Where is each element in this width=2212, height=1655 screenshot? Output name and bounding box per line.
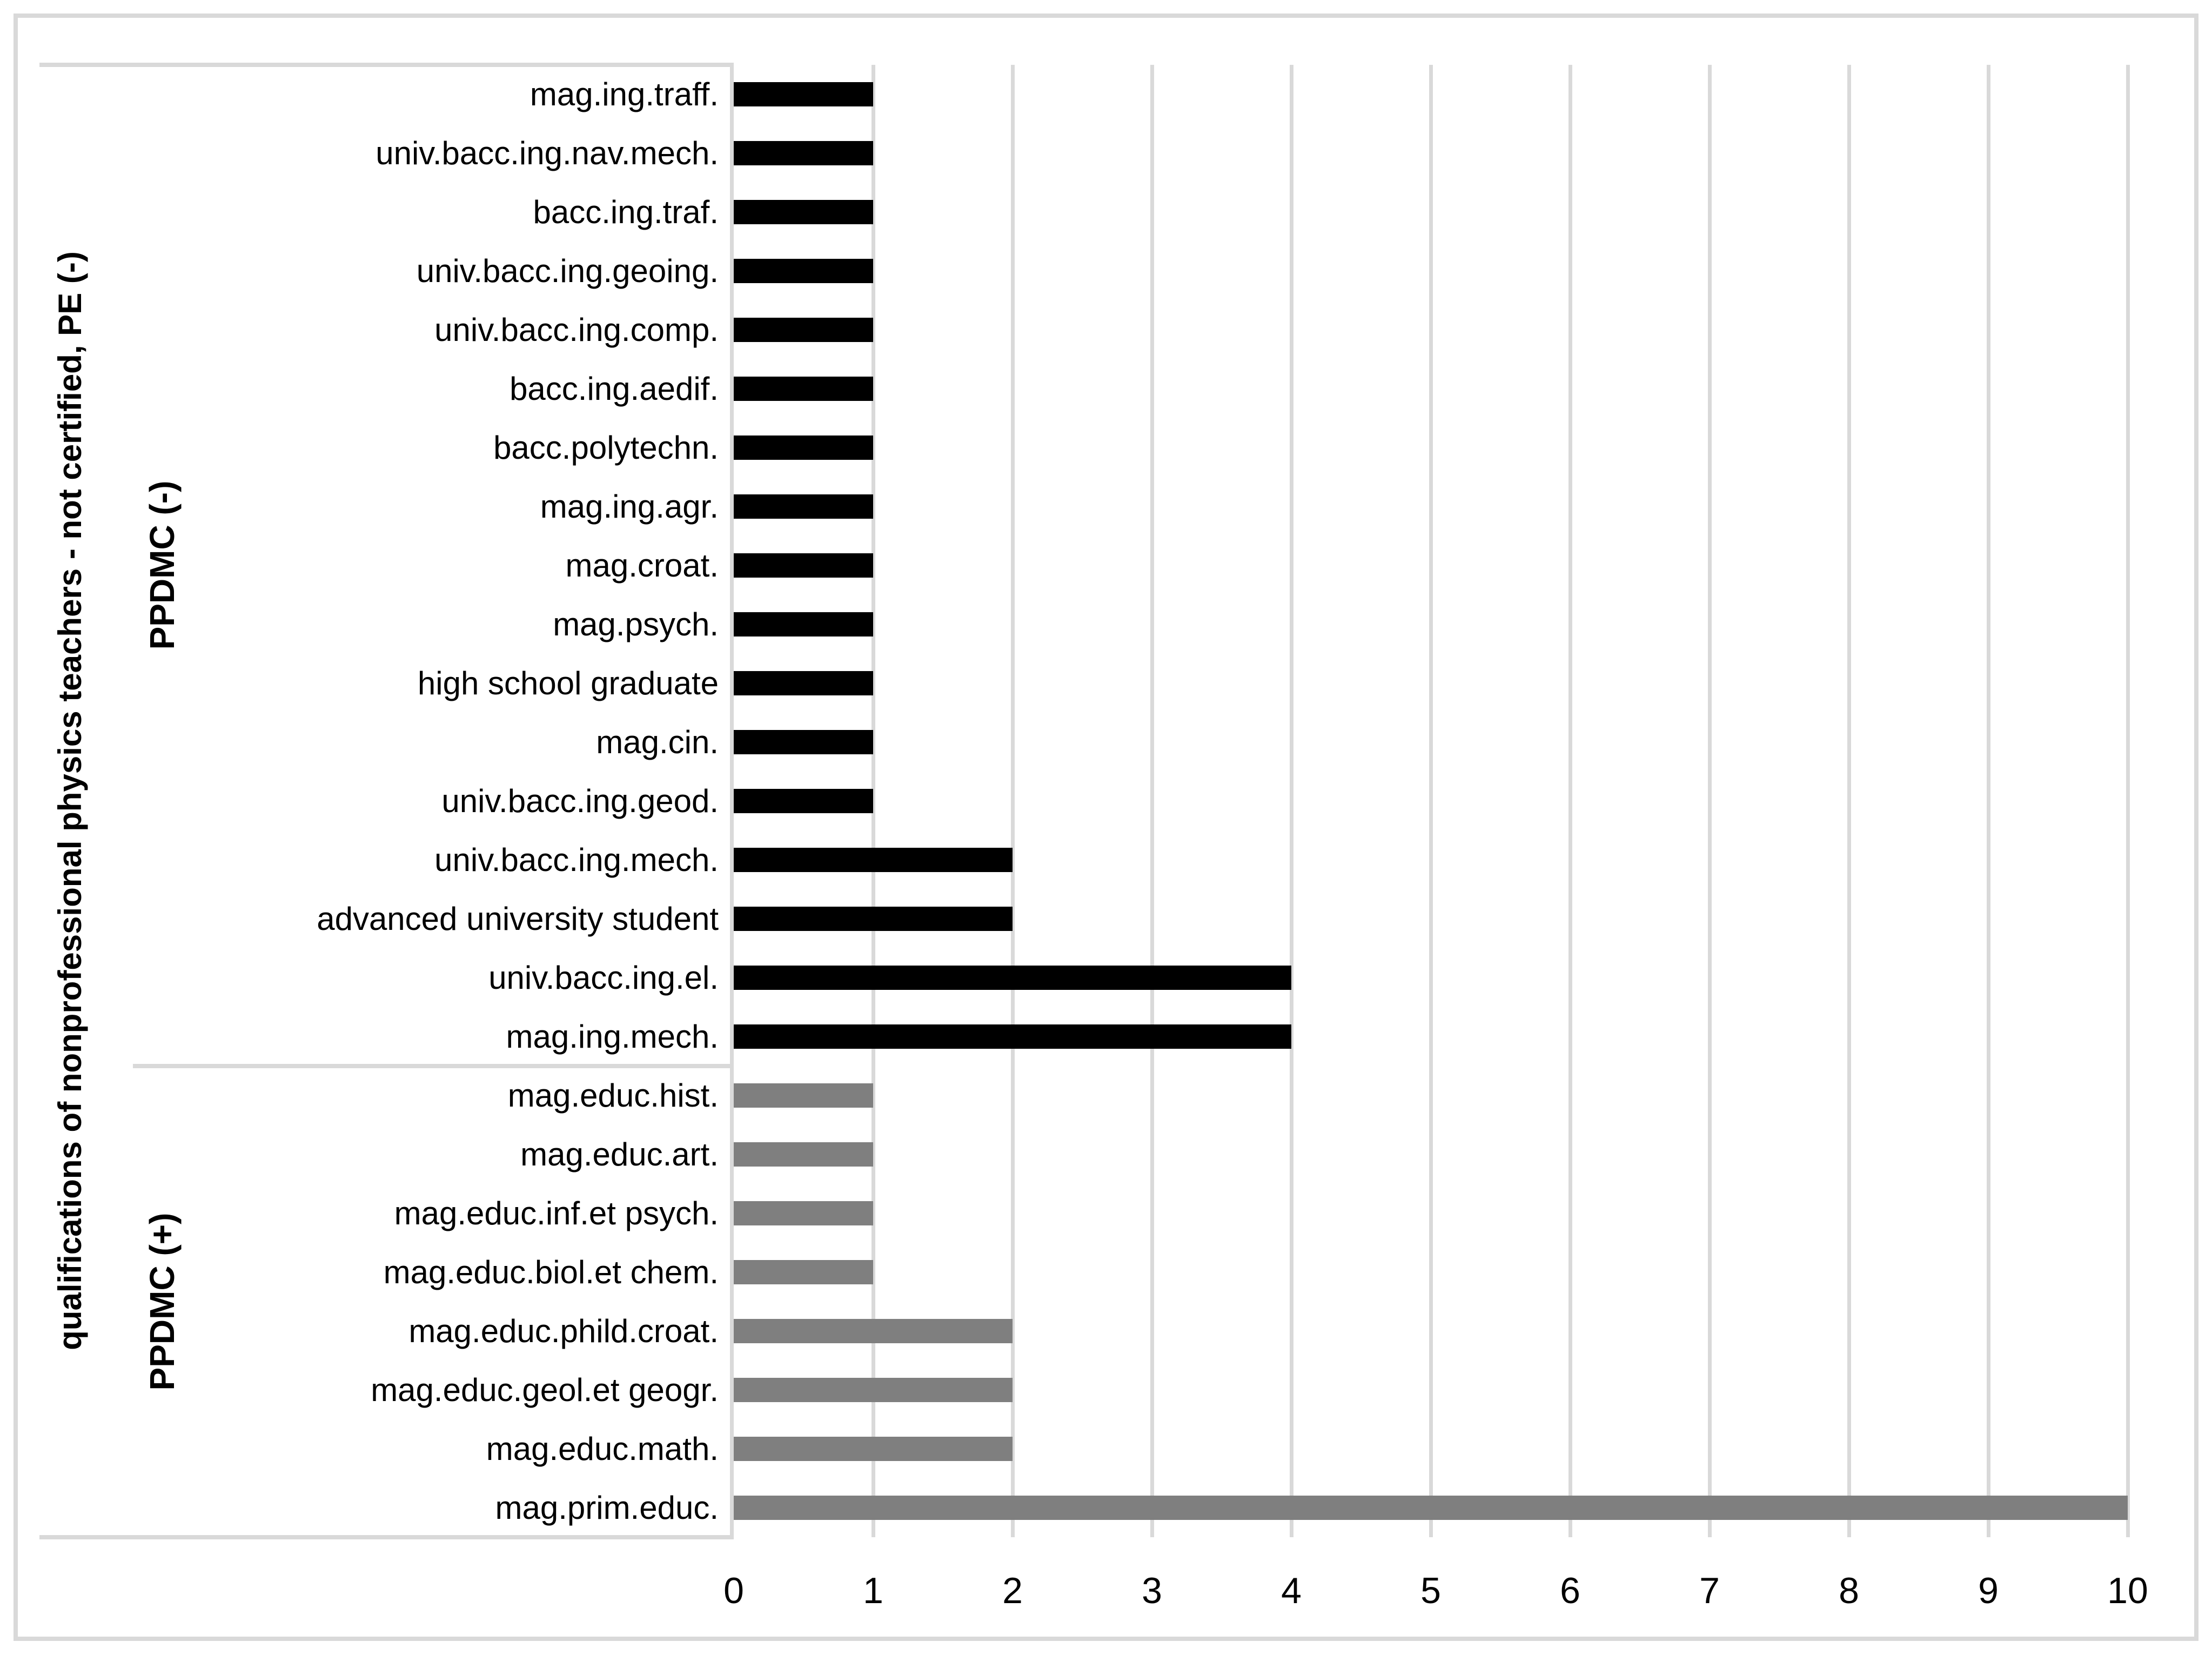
gridline-x-10 bbox=[2126, 65, 2130, 1537]
x-tick-label: 8 bbox=[1839, 1570, 1859, 1611]
category-label: mag.educ.phild.croat. bbox=[408, 1313, 719, 1349]
gridline-x-2 bbox=[1011, 65, 1015, 1537]
gridline-x-8 bbox=[1847, 65, 1851, 1537]
bar bbox=[734, 553, 873, 578]
category-label: univ.bacc.ing.geod. bbox=[441, 783, 719, 819]
x-tick-label: 6 bbox=[1560, 1570, 1580, 1611]
x-tick-label: 7 bbox=[1699, 1570, 1720, 1611]
bar bbox=[734, 377, 873, 401]
category-label: bacc.ing.aedif. bbox=[510, 371, 719, 407]
bar bbox=[734, 1378, 1013, 1402]
gridline-x-7 bbox=[1708, 65, 1712, 1537]
category-label: mag.educ.inf.et psych. bbox=[394, 1195, 719, 1231]
bar bbox=[734, 141, 873, 165]
x-tick-label: 4 bbox=[1281, 1570, 1302, 1611]
category-label: mag.ing.traff. bbox=[529, 76, 719, 112]
label-area-top-border bbox=[39, 63, 734, 67]
bar bbox=[734, 318, 873, 342]
figure-border bbox=[14, 14, 2198, 1641]
category-label: univ.bacc.ing.geoing. bbox=[416, 253, 719, 289]
bar bbox=[734, 1083, 873, 1108]
category-label: mag.psych. bbox=[553, 606, 719, 642]
gridline-x-4 bbox=[1290, 65, 1293, 1537]
gridline-x-9 bbox=[1987, 65, 1990, 1537]
x-tick-label: 1 bbox=[863, 1570, 883, 1611]
bar bbox=[734, 671, 873, 695]
x-tick-label: 10 bbox=[2107, 1570, 2148, 1611]
gridline-x-6 bbox=[1568, 65, 1572, 1537]
x-tick-label: 5 bbox=[1420, 1570, 1441, 1611]
bar bbox=[734, 82, 873, 106]
bar bbox=[734, 1201, 873, 1225]
category-label: bacc.polytechn. bbox=[493, 430, 719, 466]
gridline-x-5 bbox=[1429, 65, 1433, 1537]
category-label: univ.bacc.ing.comp. bbox=[434, 312, 719, 348]
bar bbox=[734, 1142, 873, 1167]
bar bbox=[734, 848, 1013, 872]
category-label: advanced university student bbox=[317, 901, 719, 937]
category-label: univ.bacc.ing.mech. bbox=[434, 842, 719, 878]
bar bbox=[734, 259, 873, 283]
group-divider-line bbox=[133, 1064, 734, 1068]
bar bbox=[734, 789, 873, 813]
bar bbox=[734, 907, 1013, 931]
category-label: mag.educ.hist. bbox=[507, 1077, 719, 1114]
category-label: univ.bacc.ing.nav.mech. bbox=[376, 135, 719, 171]
category-label: univ.bacc.ing.el. bbox=[488, 960, 719, 996]
bar bbox=[734, 1260, 873, 1284]
bar bbox=[734, 200, 873, 224]
bar bbox=[734, 1024, 1291, 1049]
bar bbox=[734, 1319, 1013, 1343]
category-axis-line bbox=[730, 63, 734, 1539]
x-tick-label: 2 bbox=[1002, 1570, 1023, 1611]
category-label: high school graduate bbox=[417, 665, 719, 701]
bar bbox=[734, 1496, 2128, 1520]
category-label: mag.ing.agr. bbox=[540, 488, 719, 525]
category-label: bacc.ing.traf. bbox=[533, 194, 719, 230]
label-area-bottom-border bbox=[39, 1535, 734, 1539]
x-tick-label: 0 bbox=[723, 1570, 744, 1611]
x-tick-label: 9 bbox=[1978, 1570, 1999, 1611]
category-label: mag.prim.educ. bbox=[495, 1490, 719, 1526]
bar bbox=[734, 612, 873, 636]
gridline-x-3 bbox=[1150, 65, 1154, 1537]
category-label: mag.educ.math. bbox=[486, 1431, 719, 1467]
gridline-x-1 bbox=[872, 65, 875, 1537]
category-label: mag.educ.art. bbox=[520, 1136, 719, 1172]
category-label: mag.educ.geol.et geogr. bbox=[371, 1372, 719, 1408]
x-tick-label: 3 bbox=[1142, 1570, 1162, 1611]
bar bbox=[734, 966, 1291, 990]
bar bbox=[734, 1437, 1013, 1461]
category-label: mag.croat. bbox=[565, 547, 719, 584]
bar bbox=[734, 435, 873, 460]
bar bbox=[734, 730, 873, 754]
category-label: mag.educ.biol.et chem. bbox=[383, 1254, 719, 1290]
category-label: mag.ing.mech. bbox=[506, 1019, 719, 1055]
y-axis-title: qualifications of nonprofessional physic… bbox=[52, 251, 88, 1350]
bar bbox=[734, 494, 873, 519]
category-label: mag.cin. bbox=[596, 724, 719, 760]
